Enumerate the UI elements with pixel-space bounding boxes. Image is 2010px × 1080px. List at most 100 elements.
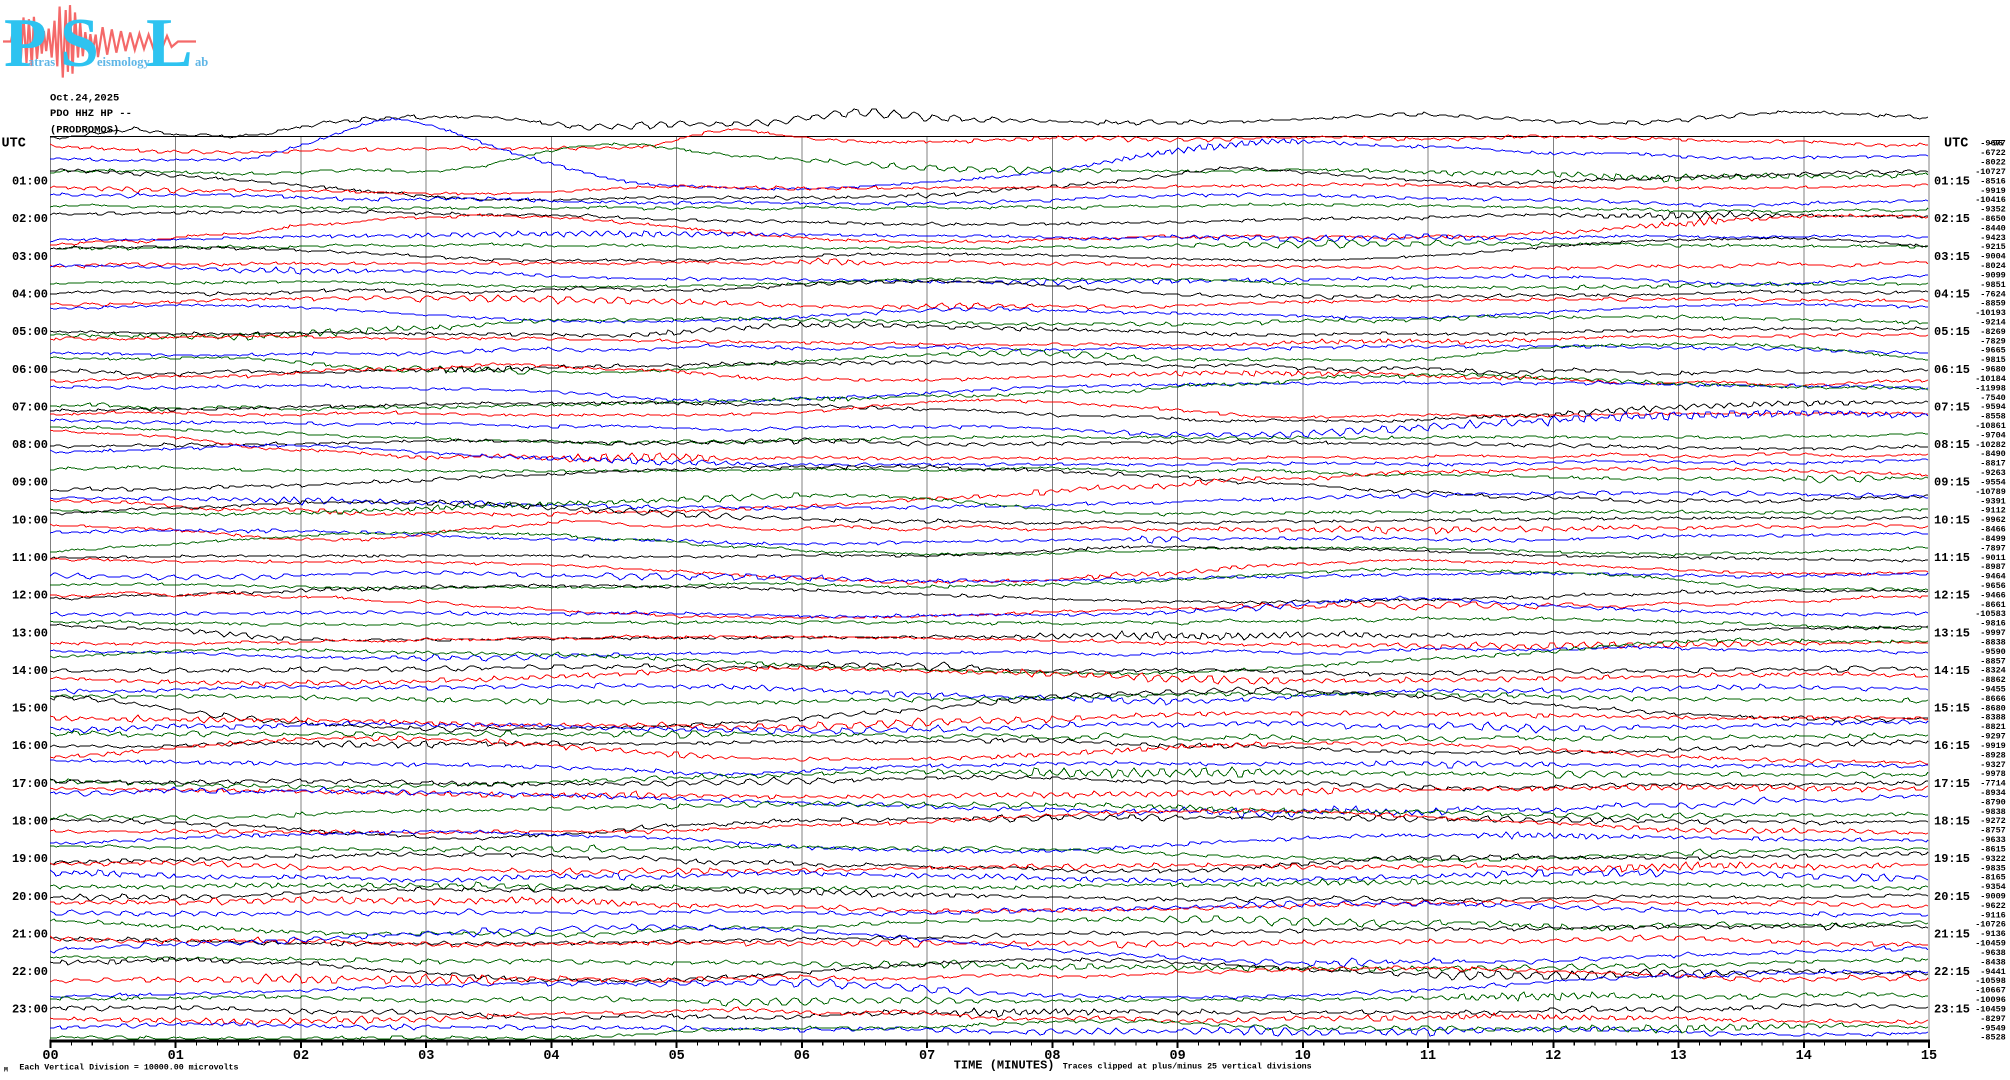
svg-text:03:00: 03:00 (12, 250, 48, 264)
svg-text:-9112: -9112 (1980, 506, 2006, 516)
svg-text:03: 03 (418, 1049, 434, 1064)
svg-text:-9554: -9554 (1980, 478, 2006, 488)
svg-text:19:15: 19:15 (1934, 852, 1970, 866)
svg-text:-9838: -9838 (1980, 807, 2006, 817)
svg-text:10:00: 10:00 (12, 513, 48, 527)
svg-text:10: 10 (1295, 1049, 1311, 1064)
svg-text:-10789: -10789 (1975, 487, 2006, 497)
svg-text:21:15: 21:15 (1934, 927, 1970, 941)
svg-text:01: 01 (168, 1049, 184, 1064)
svg-text:atras: atras (28, 55, 55, 69)
svg-text:14: 14 (1796, 1049, 1812, 1064)
svg-text:15:15: 15:15 (1934, 702, 1970, 716)
svg-text:-10459: -10459 (1975, 1004, 2006, 1014)
svg-text:UTC: UTC (2, 137, 26, 152)
svg-text:11: 11 (1420, 1049, 1436, 1064)
svg-text:23:00: 23:00 (12, 1003, 48, 1017)
svg-text:09:00: 09:00 (12, 476, 48, 490)
svg-text:-9297: -9297 (1980, 732, 2006, 742)
svg-text:-10861: -10861 (1975, 421, 2006, 431)
svg-text:-10459: -10459 (1975, 939, 2006, 949)
svg-text:-8165: -8165 (1980, 873, 2006, 883)
svg-text:-6722: -6722 (1980, 148, 2006, 158)
svg-text:17:00: 17:00 (12, 777, 48, 791)
svg-text:eismology: eismology (97, 55, 151, 69)
svg-text:00: 00 (42, 1049, 58, 1064)
svg-text:08: 08 (1044, 1049, 1060, 1064)
svg-text:05:15: 05:15 (1934, 325, 1970, 339)
svg-text:-8516: -8516 (1980, 176, 2006, 186)
svg-text:-10726: -10726 (1975, 920, 2006, 930)
svg-text:-9835: -9835 (1980, 863, 2006, 873)
svg-text:-8934: -8934 (1980, 788, 2006, 798)
svg-text:-9704: -9704 (1980, 430, 2006, 440)
svg-text:12:00: 12:00 (12, 589, 48, 603)
svg-text:-8615: -8615 (1980, 845, 2006, 855)
svg-text:-8269: -8269 (1980, 327, 2006, 337)
svg-text:P: P (4, 5, 47, 82)
svg-text:-8790: -8790 (1980, 797, 2006, 807)
svg-text:13:00: 13:00 (12, 626, 48, 640)
svg-text:-10598: -10598 (1975, 976, 2006, 986)
svg-text:Each Vertical Division = 10000: Each Vertical Division = 10000.00 microv… (19, 1063, 238, 1073)
svg-text:-7714: -7714 (1980, 779, 2006, 789)
svg-text:15:00: 15:00 (12, 702, 48, 716)
svg-text:-8817: -8817 (1980, 459, 2006, 469)
svg-text:12: 12 (1545, 1049, 1561, 1064)
svg-text:-10416: -10416 (1975, 195, 2006, 205)
svg-text:-9214: -9214 (1980, 318, 2006, 328)
svg-text:02: 02 (293, 1049, 309, 1064)
svg-text:-9656: -9656 (1980, 581, 2006, 591)
svg-text:-7829: -7829 (1980, 336, 2006, 346)
svg-text:-8022: -8022 (1980, 158, 2006, 168)
svg-text:-10193: -10193 (1975, 308, 2006, 318)
svg-text:-8438: -8438 (1980, 957, 2006, 967)
svg-text:02:00: 02:00 (12, 212, 48, 226)
svg-text:-9352: -9352 (1980, 205, 2006, 215)
svg-text:-9919: -9919 (1980, 186, 2006, 196)
svg-text:-9099: -9099 (1980, 271, 2006, 281)
svg-text:-9354: -9354 (1980, 882, 2006, 892)
svg-text:22:00: 22:00 (12, 965, 48, 979)
svg-text:-9327: -9327 (1980, 760, 2006, 770)
svg-text:-8440: -8440 (1980, 223, 2006, 233)
svg-text:-9633: -9633 (1980, 835, 2006, 845)
svg-text:-8838: -8838 (1980, 637, 2006, 647)
svg-text:04: 04 (543, 1049, 559, 1064)
svg-text:TIME (MINUTES): TIME (MINUTES) (954, 1059, 1055, 1073)
svg-text:-8558: -8558 (1980, 412, 2006, 422)
svg-text:07: 07 (919, 1049, 935, 1064)
svg-text:-9136: -9136 (1980, 929, 2006, 939)
svg-text:15: 15 (1921, 1049, 1937, 1064)
svg-text:-10667: -10667 (1975, 986, 2006, 996)
svg-text:13:15: 13:15 (1934, 626, 1970, 640)
svg-text:11:15: 11:15 (1934, 551, 1970, 565)
svg-text:06:00: 06:00 (12, 363, 48, 377)
svg-text:01:00: 01:00 (12, 175, 48, 189)
svg-text:11:00: 11:00 (12, 551, 48, 565)
svg-text:-9441: -9441 (1980, 967, 2006, 977)
svg-text:13: 13 (1670, 1049, 1686, 1064)
svg-text:ab: ab (195, 55, 208, 69)
svg-text:-9919: -9919 (1980, 741, 2006, 751)
svg-text:-9322: -9322 (1980, 854, 2006, 864)
svg-text:-9464: -9464 (1980, 572, 2006, 582)
svg-text:Traces clipped at plus/minus 2: Traces clipped at plus/minus 25 vertical… (1063, 1062, 1312, 1072)
svg-text:17:15: 17:15 (1934, 777, 1970, 791)
svg-text:18:15: 18:15 (1934, 815, 1970, 829)
svg-text:-8024: -8024 (1980, 261, 2006, 271)
svg-text:(PRODROMOS): (PRODROMOS) (50, 124, 119, 136)
svg-text:-8324: -8324 (1980, 666, 2006, 676)
svg-text:07:00: 07:00 (12, 400, 48, 414)
svg-text:04:15: 04:15 (1934, 288, 1970, 302)
svg-text:03:15: 03:15 (1934, 250, 1970, 264)
svg-text:-8490: -8490 (1980, 449, 2006, 459)
svg-text:M: M (4, 1066, 8, 1073)
svg-text:-7897: -7897 (1980, 543, 2006, 553)
svg-text:19:00: 19:00 (12, 852, 48, 866)
svg-text:23:15: 23:15 (1934, 1003, 1970, 1017)
svg-text:L: L (146, 5, 193, 82)
svg-text:07:15: 07:15 (1934, 400, 1970, 414)
svg-text:-8928: -8928 (1980, 750, 2006, 760)
svg-text:-9997: -9997 (1980, 628, 2006, 638)
